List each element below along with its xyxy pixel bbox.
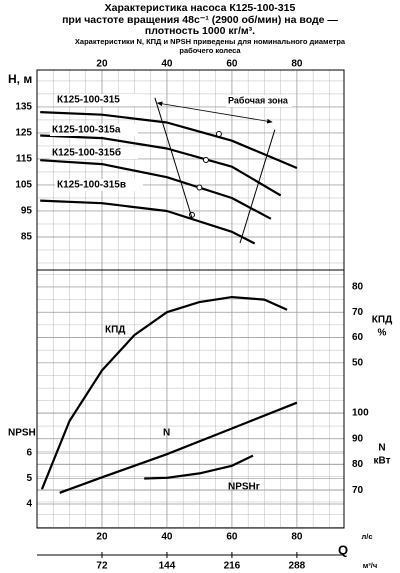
y-axis-label: NPSH xyxy=(8,428,36,439)
label-bg xyxy=(55,94,143,106)
curve xyxy=(59,401,298,494)
x-tick-label: 80 xyxy=(291,59,303,70)
curve-label: К125-100-315в xyxy=(57,180,126,191)
y-tick-label: 135 xyxy=(15,102,32,113)
x-tick-label: 80 xyxy=(291,532,303,543)
title: плотность 1000 кг/м³. xyxy=(145,25,255,37)
y2-axis-label: КПД xyxy=(372,315,392,326)
grid xyxy=(37,70,344,528)
y-tick-label: 5 xyxy=(26,473,32,484)
x2-tick-label: 288 xyxy=(289,561,306,572)
x-axis-label: Q xyxy=(338,542,348,557)
y-tick-label: 105 xyxy=(15,180,32,191)
y-tick-label: 85 xyxy=(21,232,33,243)
x2-tick-label: 216 xyxy=(224,561,241,572)
bep-marker xyxy=(196,184,203,191)
x-tick-label: 20 xyxy=(96,59,108,70)
y-tick-label: 4 xyxy=(26,499,32,510)
subtitle: рабочего колеса xyxy=(179,46,241,55)
y-tick-label: 125 xyxy=(15,128,32,139)
curve xyxy=(144,454,254,480)
y3-tick-label: 100 xyxy=(352,408,369,419)
x-axis-unit: л/с xyxy=(361,532,372,541)
curve xyxy=(40,296,288,490)
zone-boundary xyxy=(239,129,276,244)
zone-arrow xyxy=(156,101,273,124)
y3-axis-unit: кВт xyxy=(374,456,391,467)
y3-tick-label: 80 xyxy=(352,459,364,470)
label-bg xyxy=(55,179,143,191)
zone-boundary xyxy=(154,97,193,219)
head-curve xyxy=(40,134,282,197)
title: при частоте вращения 48с⁻¹ (2900 об/мин)… xyxy=(62,14,338,26)
head-curve xyxy=(40,159,272,220)
y2-tick-label: 50 xyxy=(352,357,364,368)
head-curve xyxy=(40,111,298,170)
curve-label: К125-100-315б xyxy=(52,147,121,159)
y-axis-label: H, м xyxy=(8,72,32,86)
x-tick-label: 60 xyxy=(226,532,238,543)
label-bg xyxy=(226,95,292,107)
bep-marker xyxy=(202,156,209,163)
x-tick-label: 20 xyxy=(96,532,108,543)
head-curve xyxy=(40,199,256,245)
curve-label: К125-100-315 xyxy=(57,95,120,106)
subtitle: Характеристики N, КПД и NPSH приведены д… xyxy=(75,37,346,46)
title: Характеристика насоса К125-100-315 xyxy=(105,2,296,14)
y-tick-label: 95 xyxy=(21,206,33,217)
y3-tick-label: 90 xyxy=(352,433,364,444)
y2-tick-label: 80 xyxy=(352,282,364,293)
y3-tick-label: 70 xyxy=(352,485,364,496)
x-tick-label: 40 xyxy=(161,59,173,70)
x-tick-label: 40 xyxy=(161,532,173,543)
x-tick-label: 60 xyxy=(226,59,238,70)
zone-label: Рабочая зона xyxy=(228,95,289,105)
bep-marker xyxy=(215,130,222,137)
y2-tick-label: 70 xyxy=(352,307,364,318)
curve-label: N xyxy=(163,428,170,439)
x2-tick-label: 72 xyxy=(96,561,108,572)
x2-axis-unit: м³/ч xyxy=(363,561,377,570)
x2-tick-label: 144 xyxy=(159,561,176,572)
label-bg xyxy=(50,124,138,136)
curve-label: NPSHr xyxy=(228,482,260,493)
curve-label: К125-100-315а xyxy=(52,125,121,136)
curve-label: КПД xyxy=(105,325,125,336)
y3-axis-label: N xyxy=(378,443,385,454)
y2-axis-unit: % xyxy=(378,328,387,339)
y2-tick-label: 60 xyxy=(352,332,364,343)
label-bg xyxy=(50,147,138,159)
y-tick-label: 6 xyxy=(26,448,32,459)
plot-frame xyxy=(36,69,345,529)
y-tick-label: 115 xyxy=(16,154,33,165)
